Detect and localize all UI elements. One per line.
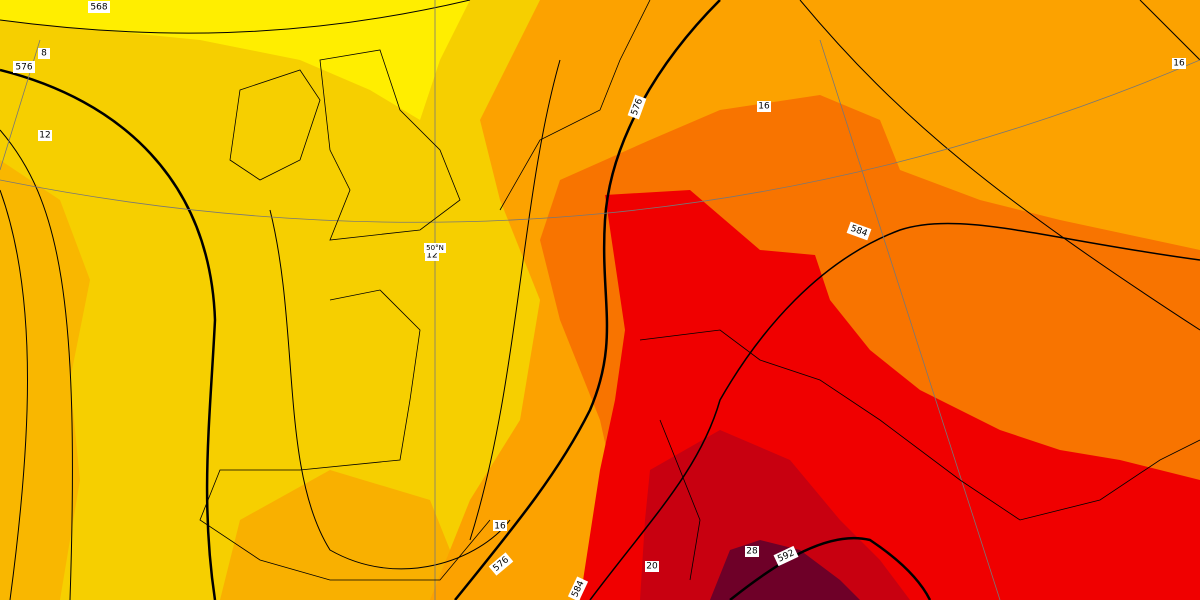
temperature-label: 16: [1173, 59, 1185, 69]
temperature-label: 16: [494, 522, 506, 532]
contour-label: 576: [15, 63, 32, 73]
field-orange-south: [220, 470, 470, 600]
temperature-label: 8: [41, 49, 47, 59]
contour-labels: 568 576 576 576 584 584 592 8 12 12 16 1…: [13, 1, 1186, 600]
coastlines: [199, 0, 1200, 581]
temperature-label: 12: [39, 131, 50, 141]
temperature-label: 20: [646, 562, 658, 572]
contour-label: 568: [90, 3, 107, 13]
latitude-label: 50°N: [426, 244, 444, 252]
field-yellow: [0, 0, 470, 120]
temperature-label: 12: [426, 251, 437, 261]
field-dark-red: [640, 430, 910, 600]
temperature-label: 28: [746, 547, 758, 557]
temperature-label: 16: [758, 102, 770, 112]
